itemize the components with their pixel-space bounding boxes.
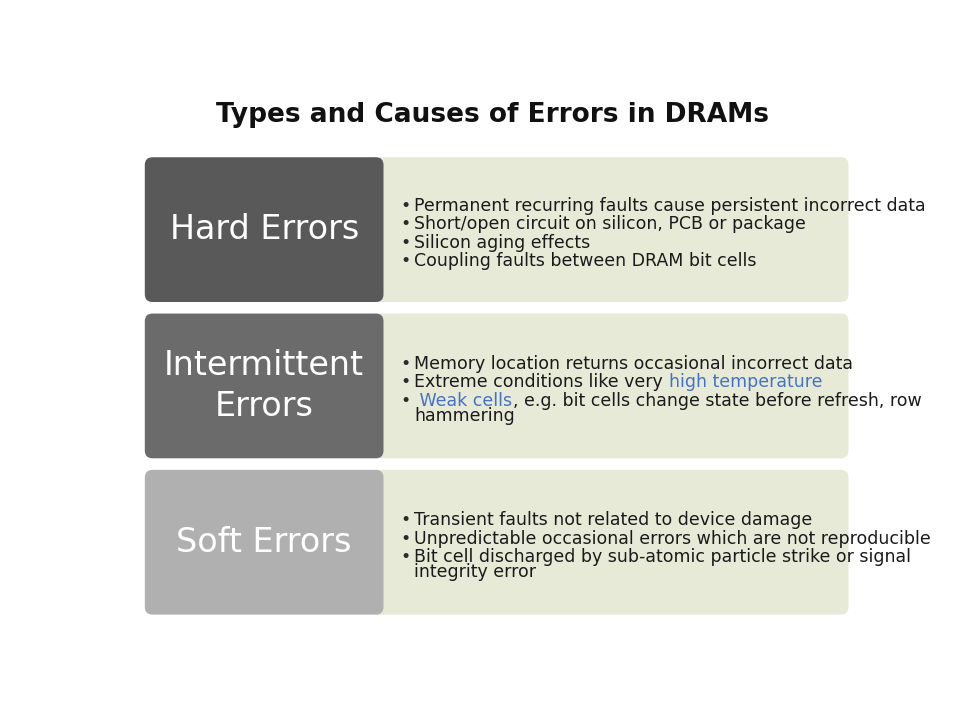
Text: Transient faults not related to device damage: Transient faults not related to device d…: [415, 511, 813, 529]
Text: •: •: [400, 234, 411, 252]
Text: integrity error: integrity error: [415, 563, 537, 581]
Text: Memory location returns occasional incorrect data: Memory location returns occasional incor…: [415, 355, 853, 373]
FancyBboxPatch shape: [370, 313, 849, 459]
Text: , e.g. bit cells change state before refresh, row: , e.g. bit cells change state before ref…: [513, 392, 922, 410]
Text: Types and Causes of Errors in DRAMs: Types and Causes of Errors in DRAMs: [215, 102, 769, 127]
Text: Silicon aging effects: Silicon aging effects: [415, 234, 590, 252]
FancyBboxPatch shape: [145, 313, 383, 459]
Text: •: •: [400, 511, 411, 529]
Text: •: •: [400, 355, 411, 373]
Text: hammering: hammering: [415, 407, 516, 425]
Text: Hard Errors: Hard Errors: [170, 213, 359, 246]
FancyBboxPatch shape: [370, 157, 849, 302]
Text: •: •: [400, 252, 411, 270]
FancyBboxPatch shape: [145, 157, 383, 302]
Text: Coupling faults between DRAM bit cells: Coupling faults between DRAM bit cells: [415, 252, 757, 270]
FancyBboxPatch shape: [145, 470, 383, 615]
Text: Bit cell discharged by sub-atomic particle strike or signal: Bit cell discharged by sub-atomic partic…: [415, 549, 911, 567]
Text: •: •: [400, 197, 411, 215]
Text: •: •: [400, 549, 411, 567]
Text: Extreme conditions like very: Extreme conditions like very: [415, 374, 669, 392]
Text: Permanent recurring faults cause persistent incorrect data: Permanent recurring faults cause persist…: [415, 197, 926, 215]
Text: Intermittent
Errors: Intermittent Errors: [164, 349, 364, 423]
Text: •: •: [400, 530, 411, 548]
Text: high temperature: high temperature: [669, 374, 823, 392]
Text: •: •: [400, 215, 411, 233]
Text: •: •: [400, 374, 411, 392]
Text: Soft Errors: Soft Errors: [177, 526, 351, 559]
Text: Weak cells: Weak cells: [415, 392, 513, 410]
Text: Unpredictable occasional errors which are not reproducible: Unpredictable occasional errors which ar…: [415, 530, 931, 548]
Text: Short/open circuit on silicon, PCB or package: Short/open circuit on silicon, PCB or pa…: [415, 215, 806, 233]
Text: •: •: [400, 392, 411, 410]
FancyBboxPatch shape: [370, 470, 849, 615]
